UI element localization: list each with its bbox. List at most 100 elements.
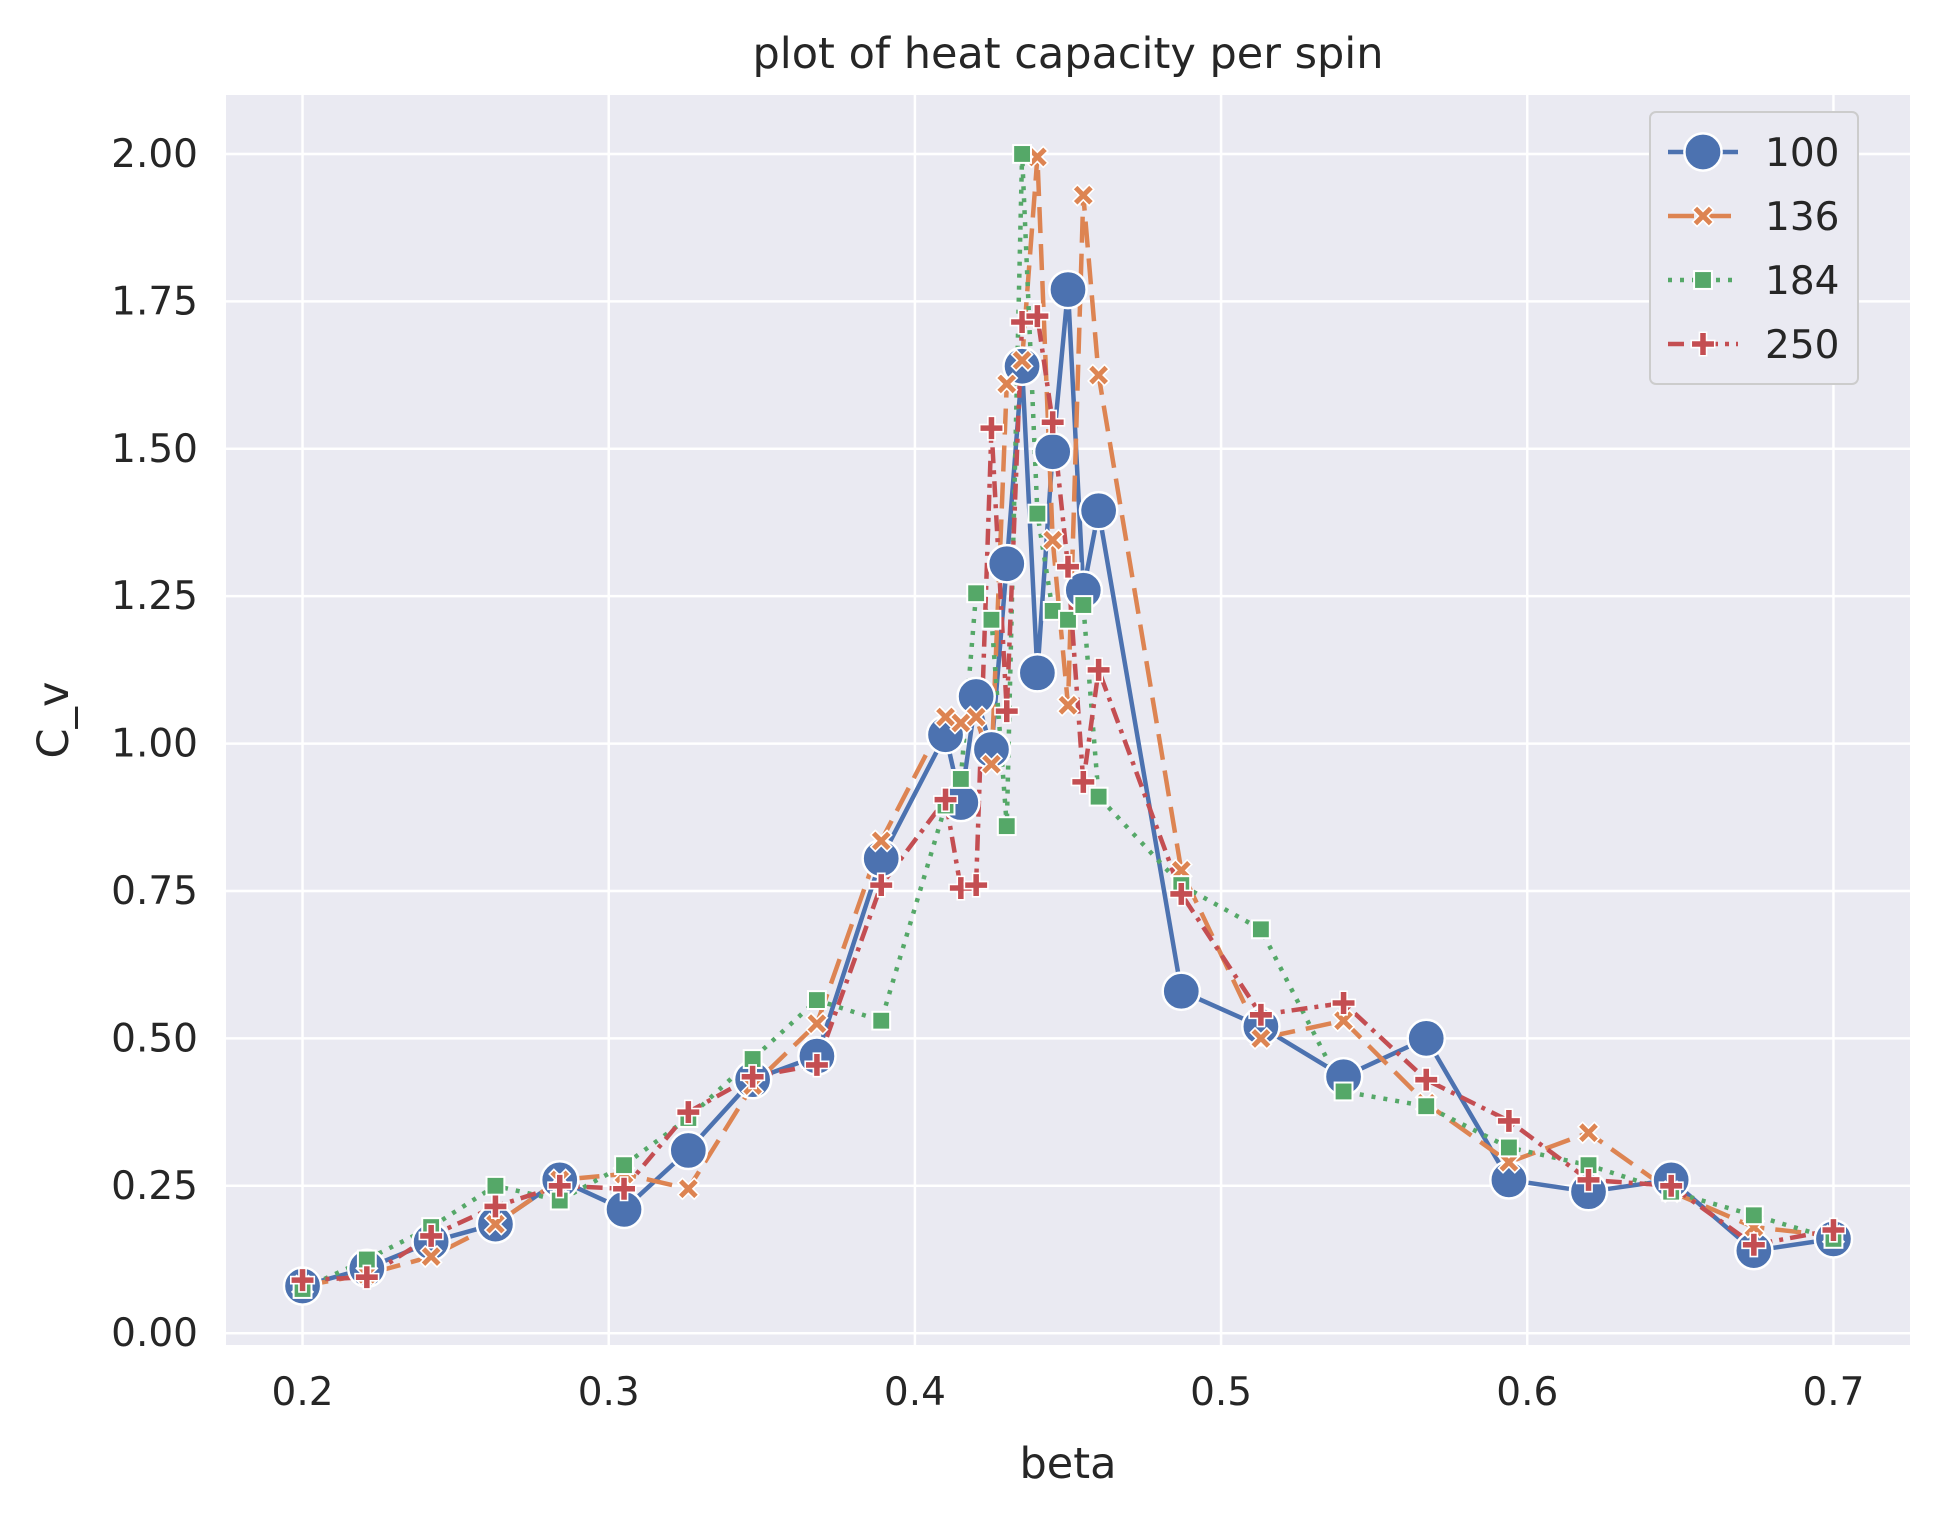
data-point-184 (1250, 919, 1271, 940)
data-point-184 (1498, 1137, 1519, 1158)
y-tick-label: 0.50 (111, 1016, 198, 1061)
data-point-250 (1331, 990, 1357, 1016)
data-point-184 (614, 1155, 634, 1176)
y-tick-label: 0.00 (111, 1311, 198, 1356)
data-point-184 (871, 1010, 892, 1031)
legend-label-136: 136 (1765, 195, 1839, 240)
data-point-184 (996, 816, 1017, 837)
legend-label-250: 250 (1765, 323, 1839, 368)
data-point-250 (963, 872, 989, 898)
data-point-250 (418, 1223, 444, 1249)
x-tick-label: 0.5 (1190, 1370, 1252, 1415)
data-point-100 (1048, 269, 1088, 310)
data-point-136 (964, 705, 988, 729)
legend-marker-250 (1690, 331, 1716, 357)
data-point-184 (807, 990, 827, 1010)
data-point-184 (966, 583, 987, 604)
x-tick-label: 0.4 (884, 1370, 946, 1415)
data-point-136 (1331, 1009, 1356, 1033)
legend-label-184: 184 (1765, 259, 1839, 304)
data-point-100 (986, 543, 1027, 584)
legend-label-100: 100 (1765, 131, 1839, 176)
y-tick-label: 1.50 (111, 427, 198, 472)
data-point-184 (1027, 503, 1048, 524)
legend-box (1649, 111, 1859, 385)
data-point-136 (1249, 1026, 1273, 1051)
data-point-250 (1168, 881, 1194, 907)
data-point-184 (1416, 1096, 1437, 1117)
data-point-136 (419, 1244, 443, 1269)
y-tick-label: 1.75 (111, 279, 198, 324)
data-point-184 (485, 1175, 506, 1196)
data-point-184 (1073, 595, 1094, 615)
data-point-136 (1056, 693, 1080, 717)
data-point-184 (1058, 609, 1078, 630)
data-point-100 (668, 1130, 709, 1171)
data-point-250 (1658, 1173, 1684, 1199)
y-tick-label: 2.00 (111, 132, 198, 177)
data-point-250 (978, 415, 1005, 441)
data-point-136 (1576, 1121, 1601, 1145)
data-point-100 (1017, 652, 1058, 693)
legend-marker-136 (1691, 204, 1715, 228)
data-point-250 (547, 1173, 573, 1199)
data-point-136 (949, 711, 973, 735)
data-point-184 (1088, 786, 1109, 807)
x-tick-label: 0.6 (1496, 1370, 1558, 1415)
data-point-136 (483, 1212, 508, 1236)
x-tick-label: 0.7 (1802, 1370, 1864, 1415)
data-point-250 (1086, 657, 1112, 683)
data-point-250 (1820, 1217, 1847, 1243)
y-tick-label: 1.00 (111, 722, 198, 767)
data-point-100 (1406, 1018, 1447, 1059)
data-point-184 (950, 769, 971, 789)
data-point-250 (1496, 1108, 1522, 1134)
data-point-250 (482, 1193, 508, 1219)
data-point-184 (1333, 1081, 1354, 1102)
data-point-250 (611, 1176, 637, 1202)
data-point-136 (1071, 183, 1095, 207)
x-tick-label: 0.2 (272, 1370, 334, 1415)
data-point-250 (1741, 1232, 1767, 1258)
series-markers (282, 144, 1854, 1306)
data-point-250 (675, 1099, 701, 1125)
data-point-100 (1161, 971, 1202, 1012)
data-point-250 (289, 1267, 316, 1293)
data-point-136 (995, 372, 1019, 396)
legend: 100 136 184 250 (1649, 111, 1859, 385)
data-point-136 (676, 1177, 700, 1201)
data-point-136 (869, 829, 893, 853)
data-point-136 (979, 752, 1004, 776)
data-point-250 (932, 787, 959, 813)
x-axis-title: beta (1020, 1439, 1117, 1489)
data-point-250 (354, 1264, 380, 1290)
data-point-100 (956, 676, 996, 717)
data-point-136 (805, 1012, 829, 1036)
data-point-184 (1012, 144, 1032, 164)
data-point-250 (1040, 409, 1066, 435)
data-point-184 (1743, 1205, 1764, 1226)
y-axis-title: C_v (29, 682, 79, 759)
x-tick-label: 0.3 (578, 1370, 640, 1415)
data-point-136 (1086, 363, 1111, 387)
series-line-136 (302, 154, 1834, 1289)
data-point-100 (1032, 431, 1073, 472)
data-point-250 (1070, 769, 1096, 795)
chart-title: plot of heat capacity per spin (753, 29, 1384, 79)
legend-marker-184 (1693, 270, 1713, 290)
data-point-100 (1078, 490, 1119, 531)
data-point-250 (804, 1052, 830, 1078)
y-tick-label: 1.25 (111, 574, 198, 619)
data-point-136 (1041, 528, 1065, 552)
data-point-250 (1024, 303, 1050, 329)
data-point-250 (740, 1064, 766, 1090)
data-point-250 (1413, 1067, 1439, 1093)
y-tick-label: 0.25 (111, 1164, 198, 1209)
data-point-250 (994, 698, 1020, 724)
data-point-136 (1010, 348, 1034, 372)
data-point-184 (981, 609, 1002, 630)
data-point-250 (868, 872, 894, 898)
data-point-250 (1055, 554, 1081, 580)
y-tick-label: 0.75 (111, 869, 198, 914)
